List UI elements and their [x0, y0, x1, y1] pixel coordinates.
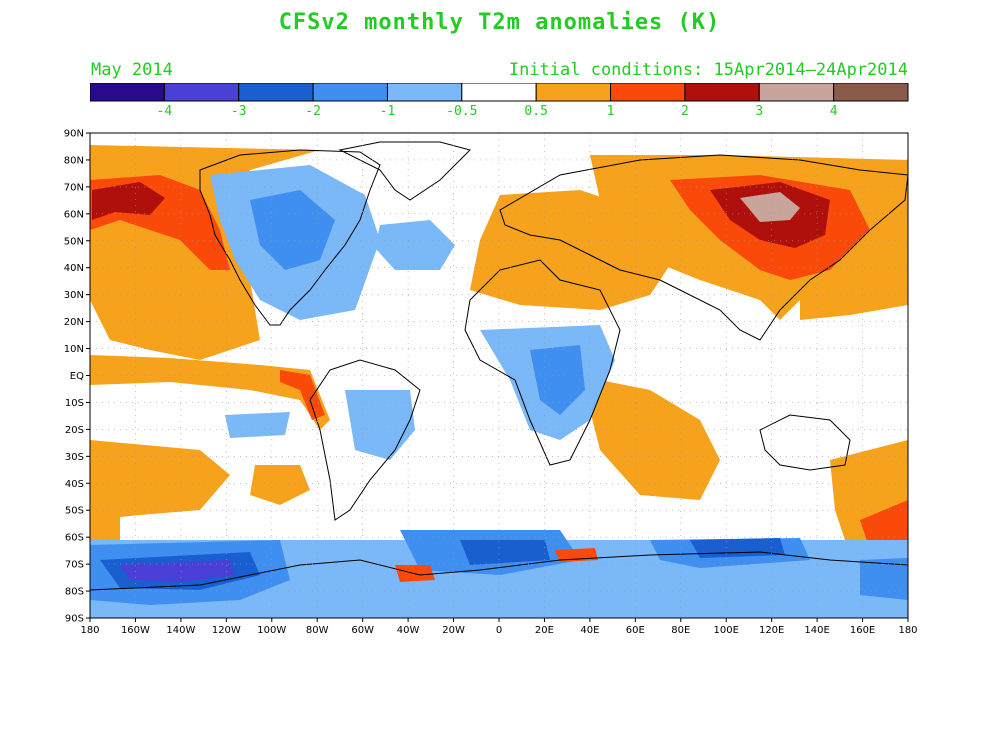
colorbar-swatch	[610, 83, 686, 102]
longitude-label: 0	[496, 625, 502, 636]
longitude-label: 120E	[759, 625, 784, 636]
latitude-label: 30S	[65, 452, 84, 463]
longitude-label: 160W	[121, 625, 150, 636]
latitude-label: 20S	[65, 425, 84, 436]
coastline-north-america	[199, 149, 381, 326]
longitude-label: 100E	[714, 625, 739, 636]
coastline-south-america	[309, 359, 421, 521]
longitude-label: 120W	[212, 625, 241, 636]
anomaly-cold-north-atlantic	[375, 220, 455, 270]
anomaly-warm-eq-pacific	[90, 355, 330, 430]
colorbar-tick-label: -2	[305, 104, 321, 119]
latitude-label: 60N	[64, 209, 84, 220]
colorbar-tick-label: 1	[606, 104, 615, 119]
colorbar-tick-label: -0.5	[446, 104, 478, 119]
latitude-label: 40N	[64, 263, 84, 274]
colorbar-tick-label: 3	[755, 104, 764, 119]
colorbar-tick-label: -1	[379, 104, 396, 119]
longitude-label: 140E	[804, 625, 829, 636]
anomaly-warm-south-pacific-east	[250, 465, 310, 505]
anomaly-cold-south-pacific	[225, 412, 290, 438]
colorbar-tick-label: 4	[829, 104, 838, 119]
longitude-label: 100W	[257, 625, 286, 636]
latitude-label: 80S	[65, 587, 84, 598]
anomaly-cold-canada-core	[250, 190, 335, 270]
longitude-label: 20E	[535, 625, 554, 636]
longitude-label: 180	[80, 625, 99, 636]
latitude-label: 10N	[64, 344, 84, 355]
coastline-eurasia	[499, 154, 908, 341]
latitude-label: 70S	[65, 560, 84, 571]
latitude-label: 80N	[64, 155, 84, 166]
latitude-labels: 90N 80N 70N 60N 50N 40N 30N 20N 10N EQ 10S 20S 30S 40…	[64, 129, 84, 625]
anomaly-warm-north-pacific-east	[800, 270, 908, 320]
colorbar-swatch	[684, 83, 760, 102]
anomaly-blue-ross-east	[860, 558, 908, 600]
colorbar-tick-label: -4	[156, 104, 173, 119]
anomaly-deepblue-weddell	[460, 540, 550, 565]
anomaly-cold-south-america	[345, 390, 415, 460]
colorbar-tick-label: -3	[230, 104, 247, 119]
colorbar-swatch	[238, 83, 314, 102]
latitude-label: 70N	[64, 182, 84, 193]
latitude-label: 10S	[65, 398, 84, 409]
gridlines	[86, 132, 909, 622]
colorbar-swatch	[758, 83, 835, 102]
latitude-label: 60S	[65, 533, 84, 544]
valid-month-label: May 2014	[91, 60, 173, 80]
latitude-label: EQ	[70, 371, 84, 382]
coastline-antarctica	[90, 551, 908, 591]
plot-frame	[89, 132, 909, 619]
longitude-label: 60E	[626, 625, 645, 636]
colorbar-tick-label: 0.5	[524, 104, 548, 119]
anomaly-warm-southwest-pacific	[90, 480, 120, 545]
longitude-labels: 180 160W 140W 120W 100W 80W 60W 40W 20W 0 20E 40E 60…	[80, 625, 917, 636]
colorbar-swatch	[312, 83, 388, 102]
latitude-label: 30N	[64, 290, 84, 301]
longitude-label: 80W	[306, 625, 329, 636]
colorbar-tick-label: 2	[680, 104, 689, 119]
coastlines	[90, 141, 908, 591]
longitude-label: 20W	[442, 625, 465, 636]
anomaly-cold-africa-core	[530, 345, 585, 415]
anomaly-max-siberia	[740, 192, 800, 222]
anomaly-fields	[90, 145, 908, 618]
longitude-label: 140W	[166, 625, 195, 636]
longitude-label: 80E	[671, 625, 690, 636]
anomaly-warm-north-atlantic-africa	[470, 190, 680, 310]
anomaly-warm-indian-ocean	[590, 380, 720, 500]
longitude-label: 40E	[580, 625, 599, 636]
latitude-label: 50N	[64, 236, 84, 247]
coastline-australia	[759, 414, 851, 471]
coastline-africa-eurasia	[464, 259, 621, 466]
colorbar-swatch	[163, 83, 240, 102]
latitude-label: 40S	[65, 479, 84, 490]
anomaly-deepblue-east-antarctica	[690, 538, 785, 558]
colorbar-swatch	[386, 83, 463, 102]
colorbar-swatch	[461, 83, 537, 102]
colorbar-swatch	[90, 83, 165, 102]
longitude-label: 60W	[351, 625, 374, 636]
colorbar-swatch	[833, 83, 909, 102]
latitude-label: 50S	[65, 506, 84, 517]
colorbar-swatch	[535, 83, 612, 102]
temperature-anomaly-map: 90N 80N 70N 60N 50N 40N 30N 20N 10N EQ 10S 20S 30S 40…	[64, 129, 918, 637]
anomaly-indigo-ross	[120, 560, 235, 582]
anomaly-darkred-alaska	[92, 182, 165, 220]
latitude-label: 90S	[65, 614, 84, 625]
coastline-greenland	[338, 141, 471, 201]
latitude-label: 20N	[64, 317, 84, 328]
anomaly-red-peru	[280, 370, 325, 420]
longitude-label: 160E	[850, 625, 875, 636]
initial-conditions-label: Initial conditions: 15Apr2014–24Apr2014	[508, 60, 908, 80]
colorbar-tick-labels: -4 -3 -2 -1 -0.5 0.5 1 2 3 4	[0, 104, 999, 124]
chart-title: CFSv2 monthly T2m anomalies (K)	[278, 10, 721, 35]
longitude-label: 40W	[397, 625, 420, 636]
colorbar	[90, 83, 909, 102]
latitude-label: 90N	[64, 129, 84, 140]
longitude-label: 180	[898, 625, 917, 636]
anomaly-warm-south-pacific	[90, 440, 230, 520]
